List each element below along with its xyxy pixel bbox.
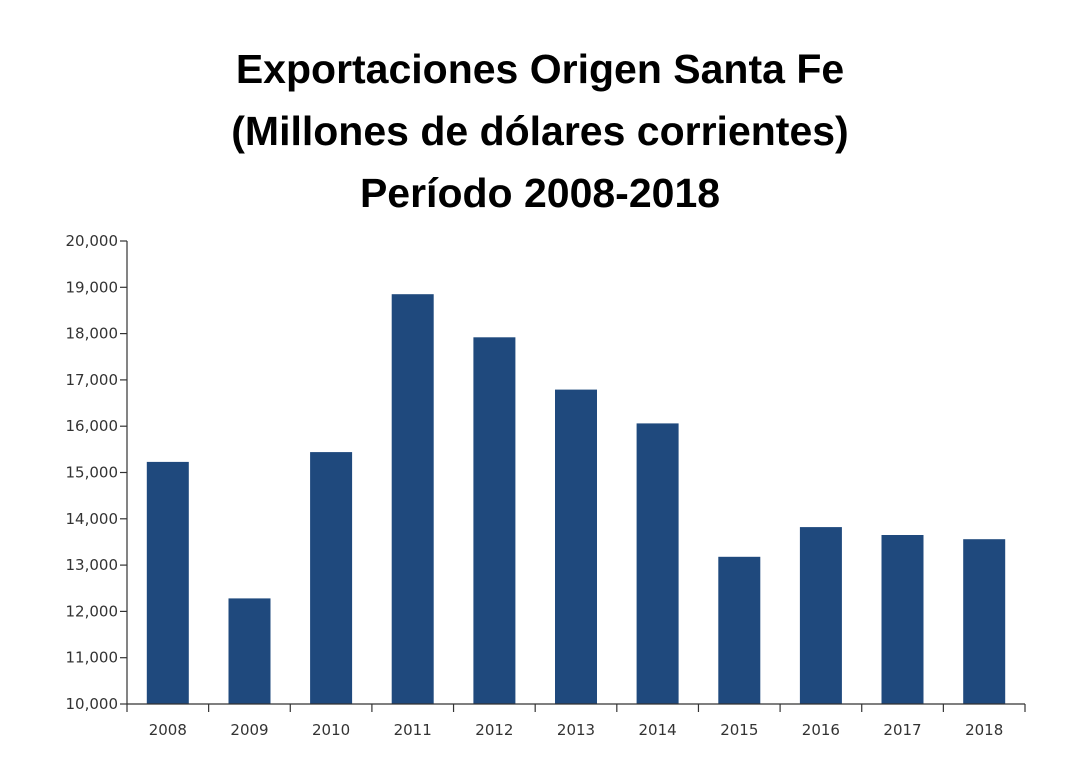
chart-title: Exportaciones Origen Santa Fe (Millones … bbox=[0, 38, 1080, 224]
bar-2017 bbox=[881, 535, 924, 704]
bars-group bbox=[146, 294, 1006, 704]
bar-2015 bbox=[718, 556, 761, 704]
bar-2010 bbox=[310, 452, 353, 704]
chart-title-line-3: Período 2008-2018 bbox=[359, 170, 721, 216]
y-tick-label-14000: 14,000 bbox=[66, 510, 119, 528]
y-tick-label-20000: 20,000 bbox=[66, 232, 119, 250]
y-tick-label-13000: 13,000 bbox=[66, 556, 119, 574]
y-tick-label-15000: 15,000 bbox=[66, 464, 119, 482]
bar-2011 bbox=[391, 294, 434, 704]
x-tick-label-2016: 2016 bbox=[802, 721, 840, 739]
bar-2018 bbox=[963, 539, 1006, 704]
x-tick-label-2015: 2015 bbox=[720, 721, 758, 739]
bar-2014 bbox=[636, 423, 679, 704]
bar-2013 bbox=[555, 389, 597, 704]
chart-title-line-1: Exportaciones Origen Santa Fe bbox=[235, 46, 845, 92]
x-tick-label-2011: 2011 bbox=[394, 721, 432, 739]
x-tick-label-2017: 2017 bbox=[883, 721, 921, 739]
y-tick-label-17000: 17,000 bbox=[66, 371, 119, 389]
bar-2012 bbox=[473, 337, 516, 704]
chart-title-line-2: (Millones de dólares corrientes) bbox=[231, 108, 849, 154]
y-tick-label-11000: 11,000 bbox=[66, 649, 119, 667]
y-tick-label-18000: 18,000 bbox=[66, 325, 119, 343]
x-tick-label-2010: 2010 bbox=[312, 721, 350, 739]
y-tick-label-12000: 12,000 bbox=[66, 602, 119, 620]
bar-2008 bbox=[146, 461, 189, 704]
bar-2016 bbox=[799, 527, 842, 704]
x-tick-label-2009: 2009 bbox=[230, 721, 268, 739]
x-tick-label-2013: 2013 bbox=[557, 721, 595, 739]
y-tick-label-16000: 16,000 bbox=[66, 417, 119, 435]
x-tick-label-2012: 2012 bbox=[475, 721, 513, 739]
x-tick-label-2018: 2018 bbox=[965, 721, 1003, 739]
y-tick-label-19000: 19,000 bbox=[66, 278, 119, 296]
axes-group: 10,000 11,000 12,000 13,000 14,000 15,000 16,0… bbox=[66, 232, 1026, 739]
y-tick-label-10000: 10,000 bbox=[66, 695, 119, 713]
x-tick-label-2008: 2008 bbox=[149, 721, 187, 739]
x-tick-label-2014: 2014 bbox=[639, 721, 677, 739]
bar-2009 bbox=[228, 598, 271, 704]
